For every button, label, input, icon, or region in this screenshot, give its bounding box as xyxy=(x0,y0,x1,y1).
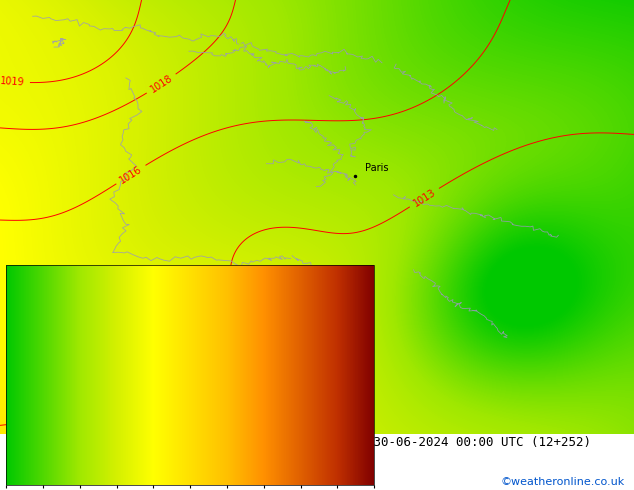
Text: Paris: Paris xyxy=(365,163,388,173)
Text: 1013: 1013 xyxy=(411,187,437,208)
Text: 1019: 1019 xyxy=(0,76,25,88)
Text: 1018: 1018 xyxy=(148,73,174,95)
Text: ©weatheronline.co.uk: ©weatheronline.co.uk xyxy=(500,477,624,487)
Text: 1016: 1016 xyxy=(118,164,144,185)
Text: Surface pressure Spread mean+σ [hPa] ECMWF    Su 30-06-2024 00:00 UTC (12+252): Surface pressure Spread mean+σ [hPa] ECM… xyxy=(6,437,592,449)
